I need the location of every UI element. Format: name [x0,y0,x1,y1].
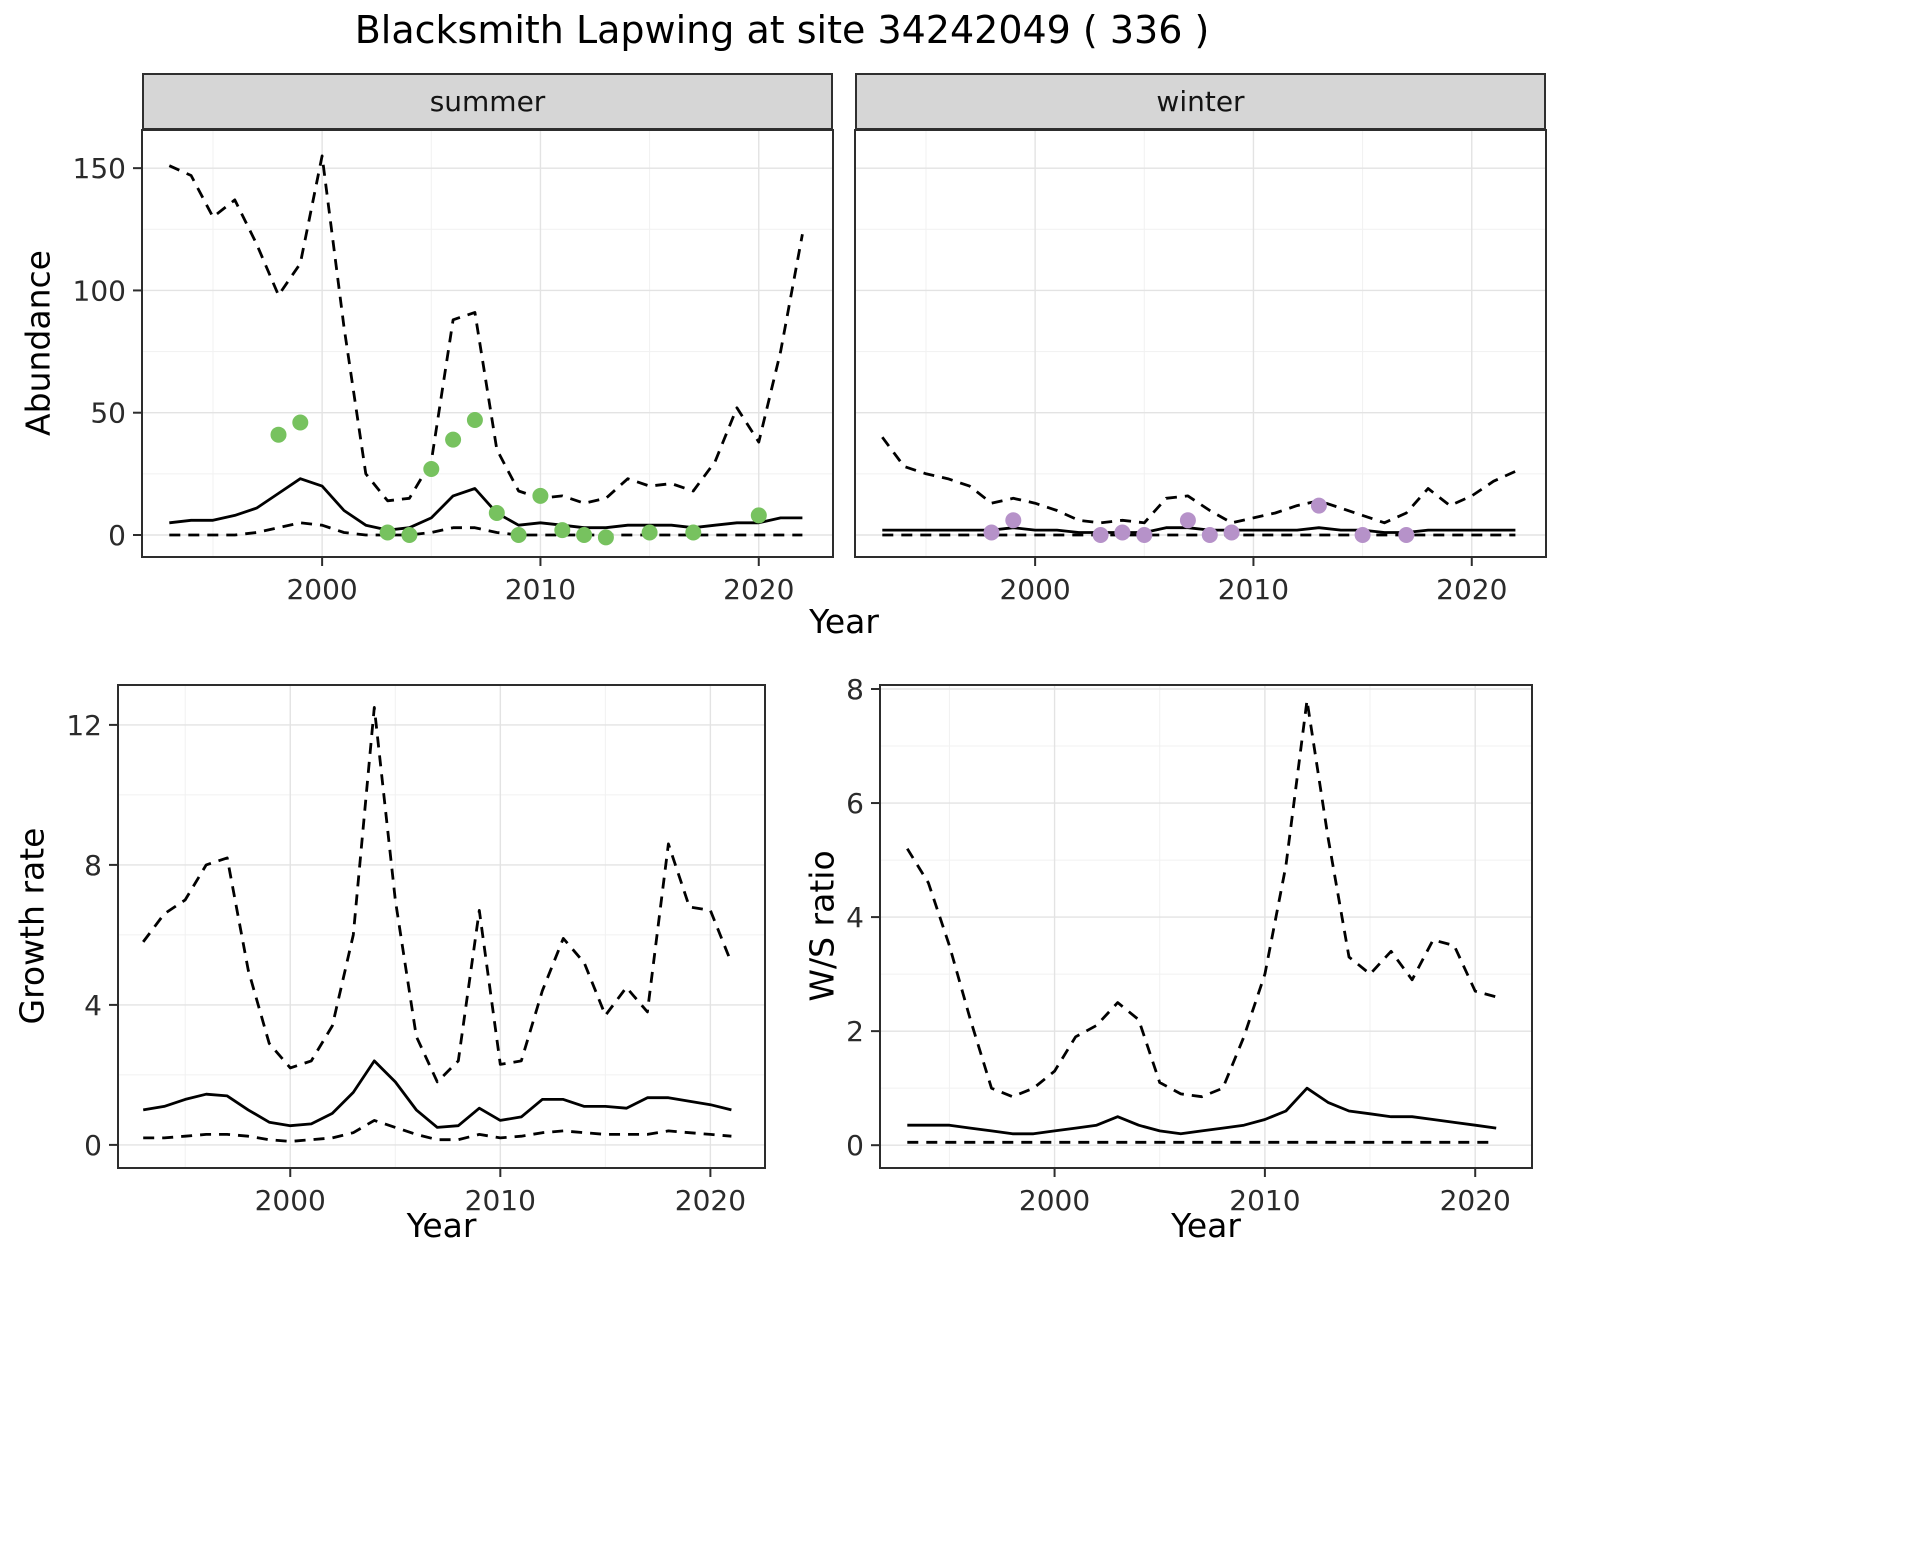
abundance_summer-observed-point [401,527,418,543]
y-tick-label: 100 [73,274,126,307]
abundance_summer-observed-point [488,505,505,521]
panel-border [854,129,1547,558]
growth_rate-estimate-line [142,1059,732,1129]
x-tick-label: 2000 [1019,1184,1090,1217]
abundance_winter-observed-point [1398,527,1415,543]
x-tick-label: 2010 [1218,573,1289,606]
abundance_summer-observed-point [532,487,549,504]
abundance_summer-observed-point [576,527,593,543]
y-axis-title-ws-ratio: W/S ratio [802,850,842,1002]
panel-border [117,684,766,1169]
abundance_winter-observed-point [1136,527,1153,543]
abundance_winter-observed-point [983,524,1000,541]
x-tick-label: 2010 [505,573,576,606]
y-tick-label: 8 [84,849,102,882]
panel-background [142,130,833,557]
panel-abundance_summer: 2000 2010 2020 0 50 100 150 [73,129,834,606]
abundance_summer-observed-point [597,529,614,546]
y-tick-label: 50 [90,397,126,430]
abundance_summer-observed-point [554,522,571,539]
y-axis-title-growth-rate: Growth rate [12,827,52,1025]
panel-abundance_winter: 2000 2010 2020 [854,129,1547,606]
figure-title: Blacksmith Lapwing at site 34242049 ( 33… [354,8,1210,52]
ws_ratio-upper_ci-line [906,699,1497,1099]
y-tick-label: 150 [73,152,126,185]
x-axis-title-year-growth: Year [406,1206,477,1245]
y-tick-label: 0 [84,1129,102,1162]
panel-background [855,130,1546,557]
abundance_winter-observed-point [1354,527,1371,543]
abundance_winter-observed-point [1005,512,1022,529]
facet-strip-winter: winter [855,73,1546,130]
x-tick-label: 2010 [465,1184,536,1217]
y-tick-label: 4 [846,901,864,934]
y-tick-label: 12 [66,709,102,742]
x-tick-label: 2020 [723,573,794,606]
abundance_winter-observed-point [1179,512,1196,529]
x-tick-label: 2000 [286,573,357,606]
growth_rate-upper_ci-line [142,706,733,1084]
panel-border [141,129,834,558]
abundance_summer-observed-point [292,414,309,431]
y-tick-label: 2 [846,1015,864,1048]
y-tick-label: 0 [846,1129,864,1162]
panel-ws_ratio: 2000 2010 2020 0 2 4 6 8 [846,673,1533,1217]
abundance_summer-observed-point [423,461,440,477]
x-tick-label: 2010 [1229,1184,1300,1217]
x-axis-title-year-top: Year [809,602,879,641]
panel-background [880,685,1532,1168]
facet-strip-summer: summer [142,73,833,130]
x-tick-label: 2000 [999,573,1070,606]
abundance_winter-observed-point [1310,497,1327,514]
abundance_summer-observed-point [445,431,462,448]
abundance_winter-observed-point [1223,524,1240,541]
y-tick-label: 6 [846,787,864,820]
x-tick-label: 2020 [1436,573,1507,606]
panel-border [879,684,1533,1169]
x-tick-label: 2020 [1440,1184,1511,1217]
abundance_summer-upper_ci-line [168,154,804,505]
abundance_summer-observed-point [270,426,287,443]
abundance_summer-observed-point [510,527,527,543]
abundance_summer-observed-point [641,524,658,541]
abundance_summer-observed-point [750,507,767,524]
y-tick-label: 0 [108,519,126,552]
growth_rate-lower_ci-line [143,1119,732,1143]
abundance_winter-observed-point [1092,527,1109,543]
x-axis-title-year-ws: Year [1171,1206,1241,1245]
y-tick-label: 8 [846,673,864,706]
abundance_summer-observed-point [685,524,702,541]
y-tick-label: 4 [84,989,102,1022]
abundance_summer-observed-point [466,412,483,428]
abundance_winter-observed-point [1114,524,1131,541]
abundance_winter-observed-point [1201,527,1218,543]
panel-growth_rate: 2000 2010 2020 0 4 8 12 [66,684,766,1217]
ws_ratio-estimate-line [907,1086,1497,1136]
y-axis-title-abundance: Abundance [18,250,58,436]
x-tick-label: 2020 [675,1184,746,1217]
x-tick-label: 2000 [255,1184,326,1217]
panel-background [118,685,765,1168]
abundance_summer-observed-point [379,524,396,541]
